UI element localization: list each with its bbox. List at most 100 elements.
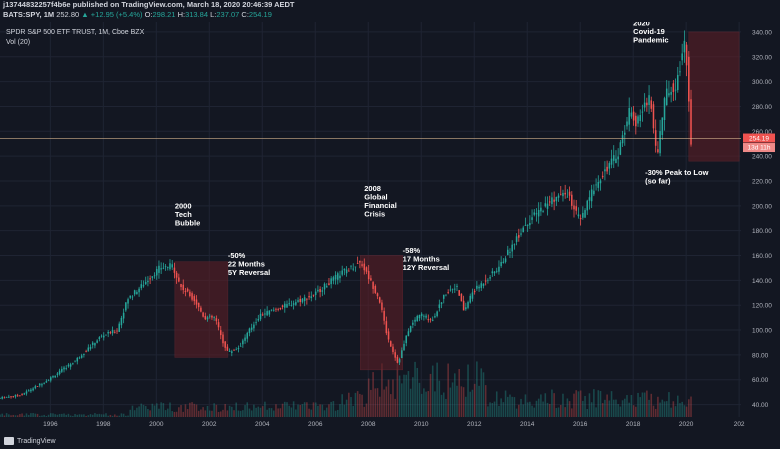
volume-bar — [237, 410, 240, 417]
volume-bar — [299, 404, 302, 417]
volume-bar — [301, 404, 304, 417]
candle-body — [414, 319, 416, 322]
x-tick-label: 2016 — [573, 421, 588, 428]
volume-bar — [341, 394, 343, 417]
candle-body — [465, 307, 467, 310]
volume-bar — [23, 415, 26, 417]
chart-pane[interactable]: 40.00 60.00 80.00 100.00 120.00 140.00 160.00 1… — [0, 22, 780, 449]
candle-body — [407, 331, 410, 337]
volume-bar — [416, 367, 419, 417]
volume-bar — [213, 403, 215, 417]
volume-bar — [317, 405, 319, 417]
volume-bar — [244, 405, 246, 417]
candle-body — [339, 275, 341, 279]
candle-body — [109, 332, 112, 334]
volume-bar — [264, 401, 266, 417]
volume-bar — [85, 415, 87, 417]
volume-bar — [593, 389, 595, 417]
volume-bar — [681, 401, 683, 417]
volume-bar — [429, 373, 432, 417]
volume-bar — [343, 404, 346, 417]
high-label: H: — [177, 10, 186, 19]
volume-bars — [0, 361, 692, 417]
volume-bar — [36, 413, 39, 417]
volume-bar — [182, 411, 185, 417]
candle-body — [571, 194, 573, 206]
volume-bar — [69, 415, 72, 417]
volume-bar — [626, 395, 628, 417]
volume-bar — [624, 398, 626, 417]
candle-body — [272, 309, 275, 311]
volume-bar — [89, 414, 92, 417]
volume-bar — [427, 391, 430, 417]
candle-body — [690, 99, 692, 145]
chart-legend: SPDR S&P 500 ETF TRUST, 1M, Cboe BZX Vol… — [6, 28, 144, 48]
candle-body — [306, 298, 308, 300]
volume-bar — [652, 405, 655, 417]
volume-bar — [226, 410, 229, 417]
volume-bar — [454, 373, 456, 417]
candle-body — [206, 317, 209, 320]
candle-body — [50, 377, 52, 381]
x-tick-label: 2012 — [467, 421, 482, 428]
volume-bar — [76, 414, 79, 417]
candle-body — [222, 334, 224, 344]
volume-bar — [354, 392, 357, 417]
price-chart[interactable]: 40.00 60.00 80.00 100.00 120.00 140.00 160.00 1… — [0, 22, 780, 434]
volume-bar — [363, 406, 366, 417]
candle-body — [0, 397, 1, 399]
volume-bar — [41, 415, 43, 417]
volume-bar — [215, 404, 218, 417]
volume-bar — [94, 413, 96, 417]
candle-body — [191, 293, 193, 300]
volume-bar — [546, 402, 549, 417]
candle-body — [219, 330, 222, 336]
volume-bar — [100, 414, 103, 417]
volume-bar — [261, 406, 264, 417]
volume-bar — [414, 361, 416, 417]
volume-bar — [586, 408, 589, 417]
volume-bar — [688, 399, 690, 417]
volume-bar — [314, 402, 317, 417]
volume-bar — [385, 386, 388, 417]
candle-body — [573, 205, 575, 210]
legend-volume: Vol (20) — [6, 39, 31, 46]
volume-bar — [480, 368, 483, 417]
close-label: C: — [241, 10, 249, 19]
volume-bar — [206, 405, 209, 417]
candle-body — [74, 360, 76, 362]
candle-body — [330, 278, 332, 285]
candle-body — [590, 189, 593, 202]
volume-bar — [50, 413, 52, 417]
candle-body — [418, 314, 421, 319]
volume-bar — [80, 414, 83, 417]
candle-body — [312, 294, 315, 296]
tradingview-logo[interactable]: TradingView — [4, 437, 56, 445]
candle-body — [301, 298, 304, 303]
candle-body — [91, 342, 94, 345]
x-tick-label: 2004 — [255, 421, 270, 428]
volume-bar — [43, 414, 45, 417]
candle-body — [337, 273, 339, 280]
candle-body — [268, 310, 271, 315]
volume-bar — [621, 400, 624, 417]
candle-body — [637, 116, 639, 124]
volume-bar — [286, 402, 288, 417]
candle-body — [58, 370, 61, 375]
candle-body — [27, 390, 30, 392]
candle-body — [608, 163, 611, 169]
shaded-region — [359, 255, 403, 371]
candle-body — [204, 315, 207, 320]
candle-body — [151, 276, 154, 278]
up-arrow-icon: ▲ — [81, 10, 89, 19]
candle-body — [321, 290, 324, 292]
candle-body — [392, 346, 394, 352]
volume-bar — [418, 382, 421, 417]
candle-body — [202, 312, 204, 317]
candle-body — [158, 265, 160, 273]
volume-bar — [423, 388, 425, 417]
volume-bar — [21, 413, 23, 417]
candle-body — [343, 268, 346, 271]
volume-bar — [118, 415, 120, 417]
volume-bar — [308, 408, 310, 417]
